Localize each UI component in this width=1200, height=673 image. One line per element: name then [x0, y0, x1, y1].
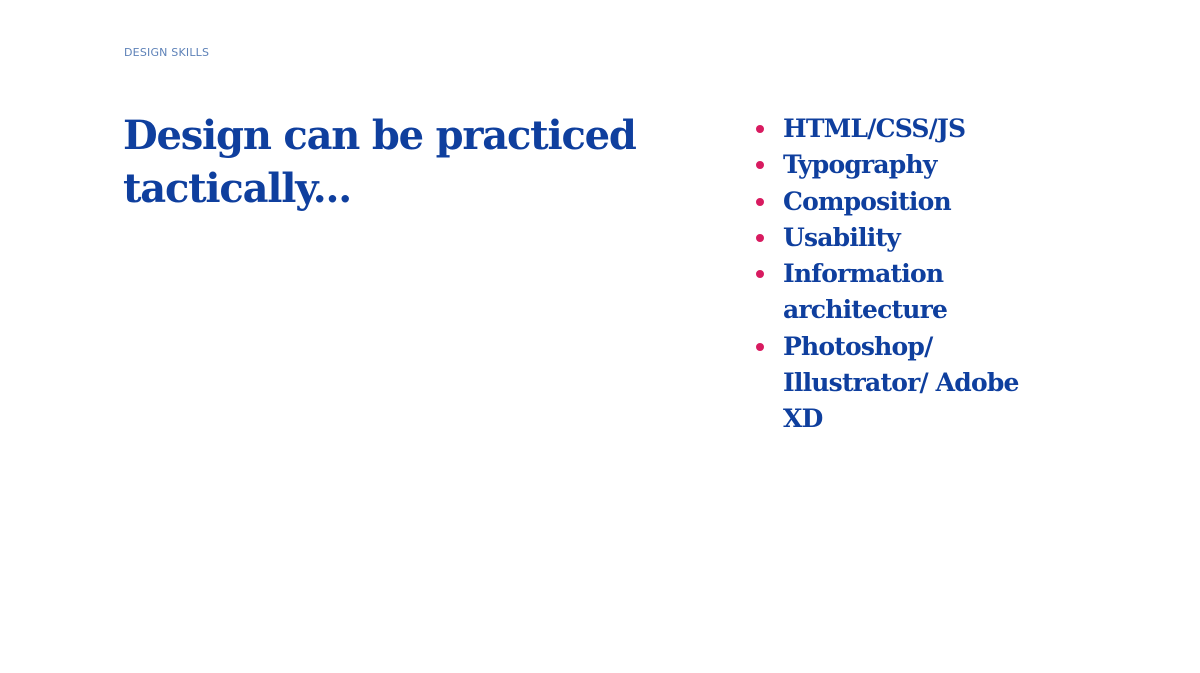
bullet-dot-icon: [756, 161, 764, 170]
skills-list: HTML/CSS/JS Typography Composition Usabi…: [750, 111, 1030, 438]
skill-label: Typography: [783, 150, 937, 180]
skill-label: Photoshop/ Illustrator/ Adobe XD: [783, 331, 1019, 434]
skill-item-design-tools: Photoshop/ Illustrator/ Adobe XD: [750, 329, 1030, 438]
skill-label: Information architecture: [783, 259, 948, 325]
bullet-dot-icon: [756, 233, 764, 242]
bullet-dot-icon: [756, 197, 764, 206]
skill-item-composition: Composition: [750, 184, 1030, 220]
skill-item-information-architecture: Information architecture: [750, 256, 1030, 329]
skill-item-usability: Usability: [750, 220, 1030, 256]
section-label: DESIGN SKILLS: [124, 46, 210, 59]
slide-headline: Design can be practiced tactically...: [123, 112, 637, 212]
skill-item-typography: Typography: [750, 147, 1030, 183]
bullet-dot-icon: [756, 342, 764, 351]
skill-label: Usability: [783, 222, 901, 252]
skill-item-html-css-js: HTML/CSS/JS: [750, 111, 1030, 147]
skill-label: Composition: [783, 186, 952, 216]
bullet-dot-icon: [756, 125, 764, 133]
skill-label: HTML/CSS/JS: [783, 114, 966, 143]
bullet-dot-icon: [756, 270, 764, 279]
